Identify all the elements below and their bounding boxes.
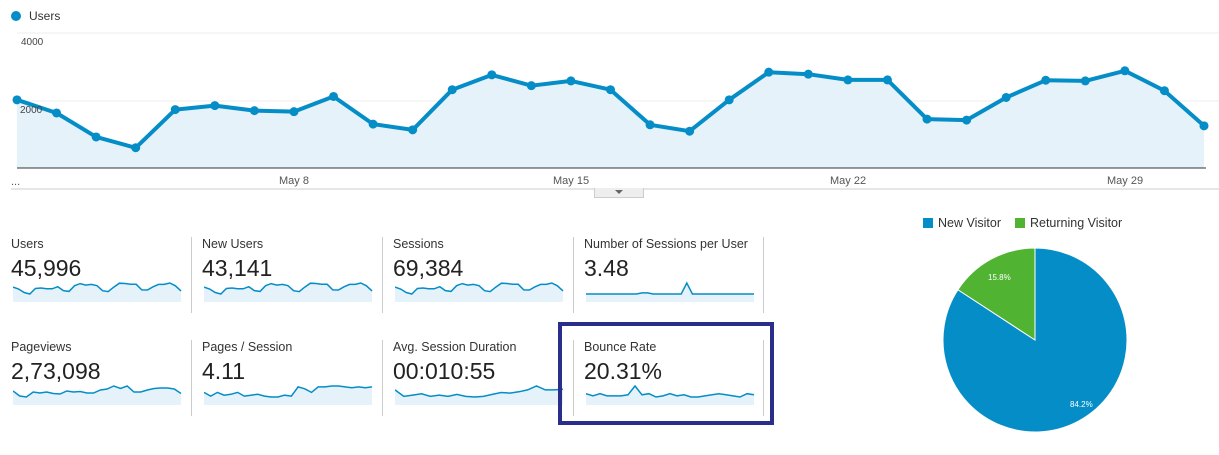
sparkline (13, 282, 182, 302)
users-line-chart[interactable]: 4000 2000 ... May 8 May 15 May 22 May 29 (0, 25, 1219, 190)
metric-label: Number of Sessions per User (584, 237, 748, 251)
data-point[interactable] (1041, 75, 1051, 85)
legend-label: New Visitor (938, 216, 1001, 230)
metric-label: Sessions (393, 237, 444, 251)
data-point[interactable] (882, 75, 892, 85)
data-point[interactable] (131, 143, 141, 153)
metric-value: 45,996 (11, 255, 82, 281)
data-point[interactable] (447, 85, 457, 95)
metric-label: New Users (202, 237, 264, 251)
metric-value: 4.11 (202, 358, 246, 384)
metric-label: Bounce Rate (584, 340, 657, 354)
sparkline (13, 385, 182, 405)
metric-label: Pageviews (11, 340, 72, 354)
metric-label: Avg. Session Duration (393, 340, 517, 354)
main-chart-legend-label: Users (29, 9, 61, 23)
data-point[interactable] (12, 95, 22, 105)
data-point[interactable] (1001, 92, 1011, 102)
data-point[interactable] (645, 120, 655, 130)
metric-divider (191, 237, 192, 313)
chevron-down-icon (615, 190, 623, 194)
metric-divider (763, 340, 764, 416)
data-point[interactable] (1120, 66, 1130, 76)
pie-slice-returning-visitor[interactable] (957, 247, 1036, 341)
metric-bounce-rate[interactable]: Bounce Rate 20.31% (584, 340, 764, 420)
data-point[interactable] (685, 126, 695, 136)
new-visitor-swatch-icon (923, 218, 933, 228)
data-point[interactable] (1080, 76, 1090, 86)
metric-divider (573, 340, 574, 416)
metric-divider (382, 340, 383, 416)
metric-value: 00:010:55 (393, 358, 496, 384)
x-tick-may-15: May 15 (553, 175, 589, 187)
main-chart-legend[interactable]: Users (11, 9, 60, 23)
data-point[interactable] (1159, 86, 1169, 96)
users-data-points[interactable] (12, 66, 1209, 153)
y-tick-4000: 4000 (21, 37, 44, 48)
sparkline (395, 282, 564, 302)
x-tick-ellipsis: ... (11, 176, 20, 188)
data-point[interactable] (843, 75, 853, 85)
legend-new-visitor[interactable]: New Visitor (923, 216, 1001, 230)
data-point[interactable] (408, 125, 418, 135)
metric-value: 3.48 (584, 255, 629, 281)
sparkline (204, 385, 373, 405)
metric-label: Users (11, 237, 44, 251)
sparkline (395, 385, 564, 405)
metric-divider (382, 237, 383, 313)
metric-value: 69,384 (393, 255, 464, 281)
data-point[interactable] (764, 67, 774, 77)
data-point[interactable] (368, 119, 378, 129)
sparkline (586, 384, 755, 405)
data-point[interactable] (526, 81, 536, 91)
metric-value: 2,73,098 (11, 358, 101, 384)
sparkline (586, 281, 754, 302)
data-point[interactable] (210, 101, 220, 111)
returning-visitor-swatch-icon (1014, 218, 1025, 228)
data-point[interactable] (91, 132, 101, 142)
legend-label: Returning Visitor (1029, 216, 1123, 230)
data-point[interactable] (170, 105, 180, 115)
metric-value: 20.31% (584, 358, 663, 384)
data-point[interactable] (329, 91, 339, 101)
data-point[interactable] (962, 115, 972, 125)
x-tick-may-29: May 29 (1107, 175, 1143, 187)
metric-label: Pages / Session (202, 340, 293, 354)
pie-label-new-visitor: 84.2% (1070, 400, 1093, 409)
metric-divider (763, 237, 764, 313)
visitor-pie-chart[interactable]: 84.2% 15.8% (940, 245, 1130, 435)
metric-users[interactable]: Users 45,996 (11, 237, 191, 317)
metric-pages-per-session[interactable]: Pages / Session 4.11 (202, 340, 382, 420)
data-point[interactable] (487, 70, 497, 80)
users-series-dot-icon (11, 11, 21, 21)
data-point[interactable] (249, 106, 259, 116)
data-point[interactable] (724, 95, 734, 105)
chart-collapse-handle[interactable] (594, 188, 644, 198)
pie-label-returning-visitor: 15.8% (988, 273, 1011, 282)
metric-divider (191, 340, 192, 416)
metric-divider (573, 237, 574, 313)
data-point[interactable] (803, 69, 813, 79)
metric-sessions[interactable]: Sessions 69,384 (393, 237, 573, 317)
metric-sessions-per-user[interactable]: Number of Sessions per User 3.48 (584, 237, 764, 317)
data-point[interactable] (289, 107, 299, 117)
data-point[interactable] (606, 85, 615, 95)
metric-avg-session-duration[interactable]: Avg. Session Duration 00:010:55 (393, 340, 573, 420)
sparkline (204, 282, 373, 302)
data-point[interactable] (566, 76, 576, 86)
x-tick-may-8: May 8 (279, 175, 309, 187)
bounce-rate-highlight-box (558, 322, 774, 425)
metric-value: 43,141 (202, 255, 273, 281)
legend-returning-visitor[interactable]: Returning Visitor (1014, 216, 1123, 230)
y-tick-2000: 2000 (20, 105, 43, 116)
users-area-fill (17, 70, 1204, 168)
data-point[interactable] (1199, 121, 1209, 131)
x-tick-may-22: May 22 (830, 175, 866, 187)
pie-legend: New Visitor Returning Visitor (923, 216, 1136, 230)
data-point[interactable] (922, 114, 932, 124)
metric-pageviews[interactable]: Pageviews 2,73,098 (11, 340, 191, 420)
data-point[interactable] (52, 108, 62, 118)
metric-new-users[interactable]: New Users 43,141 (202, 237, 382, 317)
